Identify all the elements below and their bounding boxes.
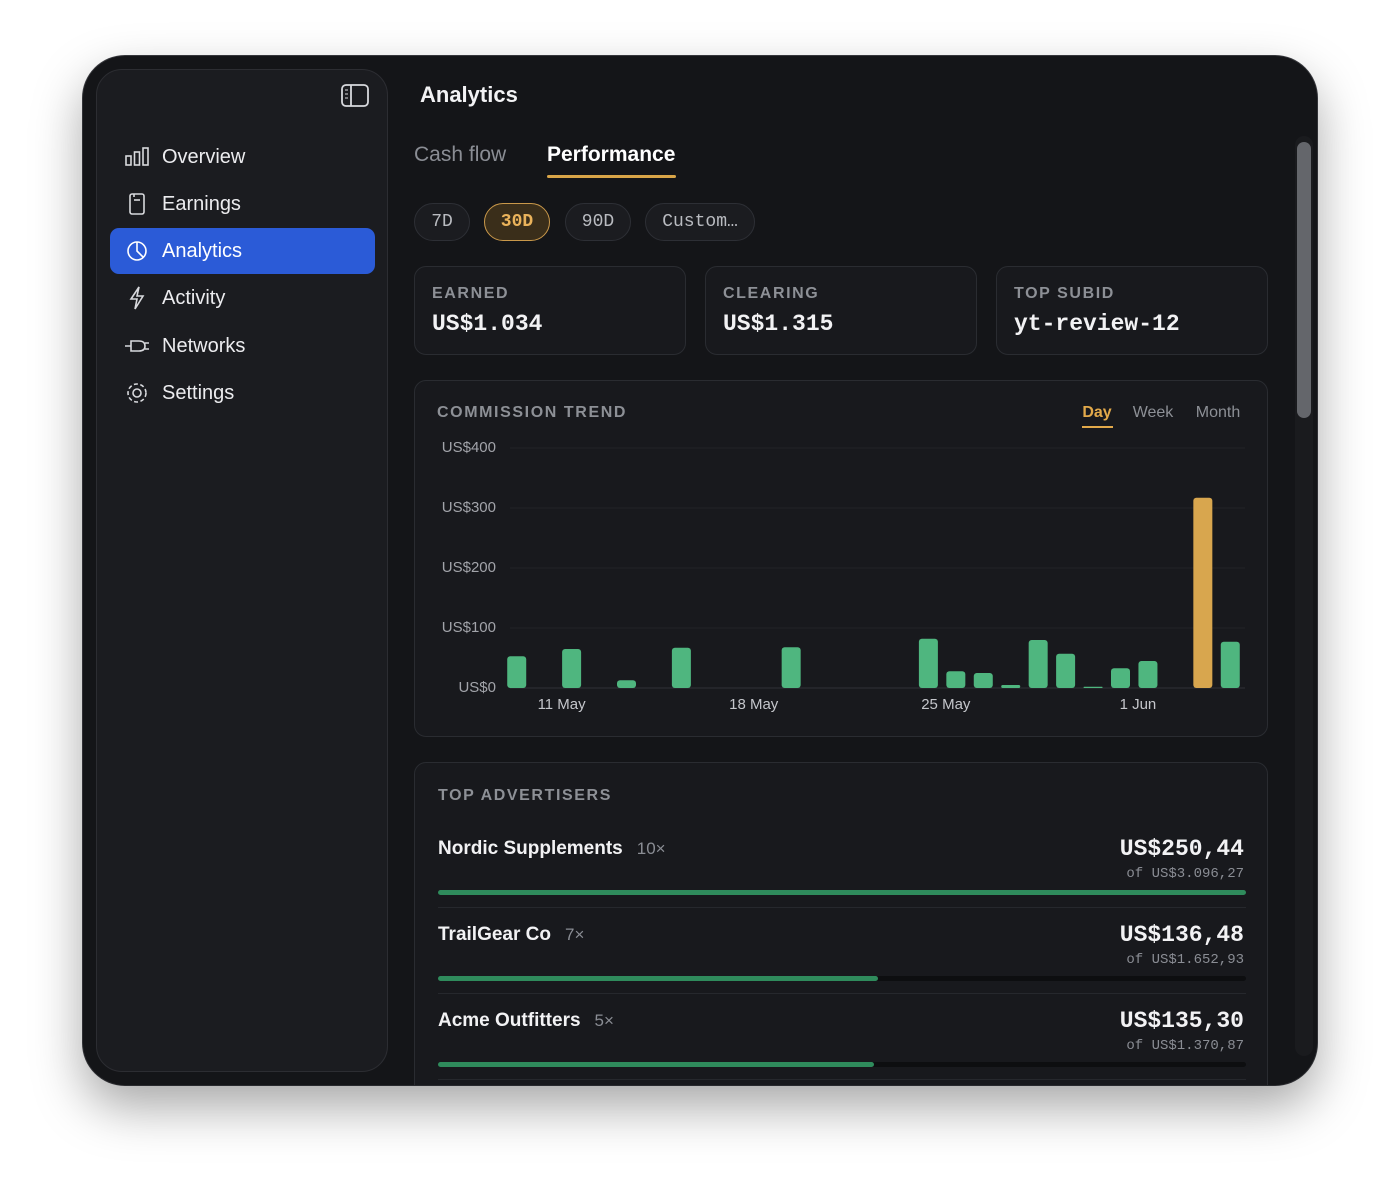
nav-icon	[129, 193, 145, 215]
chart: COMMISSION TREND Day Week Month US$0 US$1…	[437, 404, 1245, 713]
progress-fill	[438, 890, 1246, 895]
bar	[507, 656, 527, 688]
stat-card: CLEARING US$1.315	[705, 266, 977, 355]
app-window: Overview Earnings Analytics Activity Net…	[83, 56, 1317, 1085]
x-tick-label: 25 May	[921, 696, 971, 713]
stat-value: US$1.315	[723, 311, 834, 337]
bar	[1193, 497, 1213, 688]
bar	[1138, 661, 1158, 688]
stat-label: EARNED	[432, 285, 510, 302]
bar	[1111, 668, 1130, 688]
bar	[1083, 686, 1103, 688]
chart-title: COMMISSION TREND	[437, 404, 627, 421]
advertisers-card: TOP ADVERTISERS Nordic Supplements 10× US$…	[414, 762, 1268, 1085]
nav-icon	[125, 147, 149, 166]
progress-fill	[438, 976, 879, 981]
nav-icon	[127, 241, 147, 261]
advertiser-total: of US$3.096,27	[1126, 866, 1244, 882]
range-pill-active[interactable]: 30D	[484, 203, 550, 241]
advertiser-count: 7×	[565, 925, 585, 944]
page-title: Analytics	[420, 82, 518, 107]
advertiser-total: of US$1.370,87	[1126, 1038, 1244, 1054]
x-tick-label: 1 Jun	[1120, 696, 1157, 713]
progress-fill	[438, 1062, 875, 1067]
bar	[562, 649, 582, 688]
stat-value: yt-review-12	[1014, 311, 1180, 337]
range-pill[interactable]: 7D	[414, 203, 470, 241]
row-divider	[438, 1079, 1246, 1080]
bar	[671, 647, 691, 688]
advertiser-amount: US$250,44	[1119, 836, 1244, 862]
advertiser-count: 5×	[594, 1011, 614, 1030]
sidebar-toggle[interactable]	[340, 83, 370, 109]
range-pill[interactable]: Custom…	[645, 203, 755, 241]
row-divider	[438, 993, 1246, 994]
advertiser-total: of US$1.652,93	[1126, 952, 1244, 968]
range-pill[interactable]: 90D	[565, 203, 631, 241]
scrollbar-thumb[interactable]	[1297, 142, 1311, 418]
nav-item[interactable]: Settings	[162, 382, 235, 404]
bar	[781, 647, 801, 688]
period-toggle[interactable]: Month	[1196, 404, 1240, 421]
advertiser-heading: Acme Outfitters 5×	[438, 1010, 614, 1032]
advertiser-amount: US$135,30	[1119, 1008, 1244, 1034]
advertiser-amount: US$136,48	[1119, 922, 1244, 948]
advertiser-name: Acme Outfitters	[438, 1010, 581, 1031]
y-tick-label: US$200	[442, 559, 496, 576]
advertiser-heading: TrailGear Co 7×	[438, 924, 584, 946]
y-tick-label: US$300	[442, 499, 496, 516]
x-tick-label: 11 May	[538, 696, 587, 713]
nav-icon	[127, 383, 147, 403]
bar	[1001, 685, 1021, 688]
bar	[617, 680, 636, 688]
advertiser-count: 10×	[636, 839, 666, 858]
bar	[973, 673, 993, 688]
nav-active-bg	[110, 228, 375, 274]
bar	[918, 638, 938, 688]
y-tick-label: US$100	[442, 619, 496, 636]
row-divider	[438, 907, 1246, 908]
chart-card: COMMISSION TREND Day Week Month US$0 US$1…	[414, 380, 1268, 737]
advertiser-name: TrailGear Co	[438, 924, 551, 945]
advertiser-heading: Nordic Supplements 10×	[438, 838, 666, 860]
y-tick-label: US$0	[458, 679, 496, 696]
stat-card: EARNED US$1.034	[414, 266, 686, 355]
bar	[1028, 640, 1048, 688]
stat-card: TOP SUBID yt-review-12	[996, 266, 1268, 355]
sidebar	[96, 69, 388, 1072]
period-toggle-active[interactable]: Day	[1082, 404, 1111, 421]
section-title: TOP ADVERTISERS	[438, 787, 612, 804]
period-toggle[interactable]: Week	[1133, 404, 1175, 421]
nav-item[interactable]: Activity	[162, 287, 226, 309]
nav-item[interactable]: Earnings	[162, 193, 241, 215]
bar	[946, 671, 966, 688]
advertiser-name: Nordic Supplements	[438, 838, 623, 859]
nav-item[interactable]: Analytics	[162, 240, 243, 262]
bar	[1220, 641, 1240, 688]
nav-item[interactable]: Overview	[162, 146, 246, 168]
stat-label: TOP SUBID	[1014, 285, 1115, 302]
nav-item[interactable]: Networks	[162, 335, 246, 357]
stat-value: US$1.034	[432, 311, 543, 337]
period-underline	[1082, 426, 1113, 428]
stat-label: CLEARING	[723, 285, 820, 302]
x-tick-label: 18 May	[729, 696, 779, 713]
y-tick-label: US$400	[442, 439, 496, 456]
tab-active[interactable]: Performance	[547, 143, 676, 166]
nav-icon	[129, 286, 145, 310]
tab-underline	[547, 175, 676, 178]
bar	[1056, 653, 1076, 688]
nav-icon	[125, 340, 149, 352]
tab[interactable]: Cash flow	[414, 143, 507, 166]
